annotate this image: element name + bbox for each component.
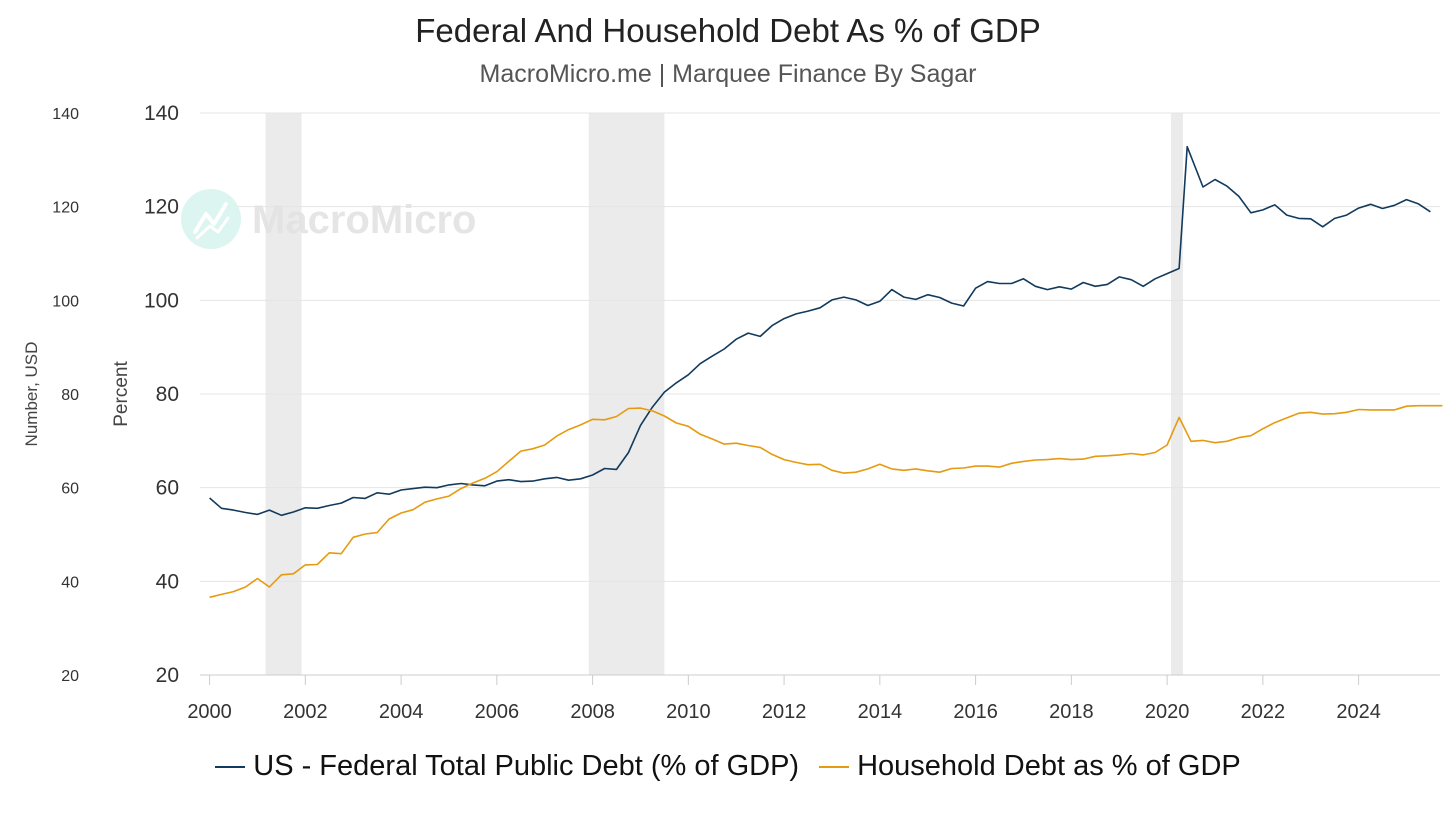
y-axis-inner-ticks: 20 40 60 80 100 120 140 <box>144 102 179 687</box>
y-outer-tick-80: 80 <box>61 387 79 404</box>
chart-subtitle: MacroMicro.me | Marquee Finance By Sagar <box>479 60 977 88</box>
y-inner-tick-40: 40 <box>156 570 179 593</box>
legend-label-household: Household Debt as % of GDP <box>857 750 1241 782</box>
x-tick-2016: 2016 <box>953 701 998 723</box>
y-inner-tick-60: 60 <box>156 477 179 500</box>
y-inner-tick-100: 100 <box>144 289 179 312</box>
x-tick-2002: 2002 <box>283 701 328 723</box>
watermark-text: MacroMicro <box>252 198 477 242</box>
legend-label-federal: US - Federal Total Public Debt (% of GDP… <box>253 750 800 782</box>
y-outer-tick-40: 40 <box>61 574 79 591</box>
chart-title: Federal And Household Debt As % of GDP <box>415 12 1041 49</box>
x-tick-2014: 2014 <box>858 701 903 723</box>
x-tick-2018: 2018 <box>1049 701 1094 723</box>
y-outer-tick-120: 120 <box>52 200 79 217</box>
y-inner-tick-120: 120 <box>144 196 179 219</box>
x-tick-2008: 2008 <box>570 701 615 723</box>
legend-item-federal[interactable]: US - Federal Total Public Debt (% of GDP… <box>215 750 799 783</box>
y-inner-tick-140: 140 <box>144 102 179 125</box>
y-inner-tick-20: 20 <box>156 664 179 687</box>
x-tick-2010: 2010 <box>666 701 711 723</box>
x-tick-2006: 2006 <box>475 701 520 723</box>
y-outer-tick-140: 140 <box>52 106 79 123</box>
x-tick-2020: 2020 <box>1145 701 1190 723</box>
legend-swatch-federal <box>215 765 246 768</box>
y-outer-tick-60: 60 <box>61 481 79 498</box>
y-axis-outer-label: Number, USD <box>22 342 41 447</box>
legend: US - Federal Total Public Debt (% of GDP… <box>0 750 1456 783</box>
grid-lines <box>200 112 1440 582</box>
watermark: MacroMicro <box>181 189 477 249</box>
x-tick-2000: 2000 <box>187 701 232 723</box>
legend-item-household[interactable]: Household Debt as % of GDP <box>819 750 1241 783</box>
series-line-0 <box>209 145 1431 517</box>
x-tick-2004: 2004 <box>379 701 424 723</box>
series-lines <box>209 145 1443 599</box>
y-outer-tick-20: 20 <box>61 668 79 685</box>
x-axis-ticks: 2000 2002 2004 2006 2008 2010 2012 2014 2016 2018… <box>187 675 1381 723</box>
x-tick-2012: 2012 <box>762 701 807 723</box>
y-axis-inner-label: Percent <box>111 361 132 427</box>
x-tick-2022: 2022 <box>1241 701 1286 723</box>
legend-swatch-household <box>819 765 850 768</box>
x-tick-2024: 2024 <box>1336 701 1381 723</box>
y-axis-outer-ticks: 20 40 60 80 100 120 140 <box>52 106 79 685</box>
y-outer-tick-100: 100 <box>52 293 79 310</box>
y-inner-tick-80: 80 <box>156 383 179 406</box>
series-line-1 <box>209 404 1443 599</box>
